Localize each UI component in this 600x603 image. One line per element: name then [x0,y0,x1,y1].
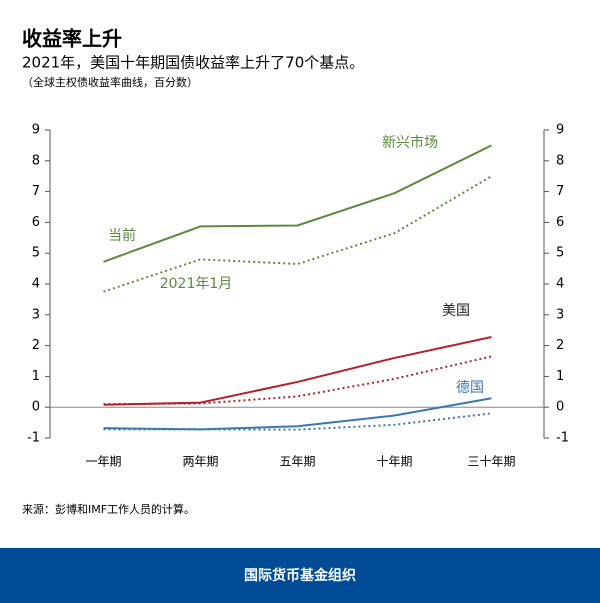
footer: 国际货币基金组织 [244,567,356,584]
y-tick-label: 5 [32,246,40,261]
chart-title: 收益率上升 [22,27,122,51]
series-line [103,335,492,406]
footer-bar [0,548,600,603]
y-tick-label: 7 [32,184,40,199]
series-line [103,355,492,406]
y-tick-label: 4 [32,277,40,292]
series-label: 美国 [442,303,470,319]
series-line [103,144,492,263]
y2-tick-label: 4 [556,277,564,292]
y-tick-label: -1 [27,431,40,446]
x-tick-label: 五年期 [279,455,315,469]
style-label: 当前 [108,227,136,244]
x-tick-label: 两年期 [182,455,218,469]
series-label: 新兴市场 [382,134,438,151]
y2-tick-label: 7 [556,184,564,199]
y2-tick-label: 8 [556,153,564,168]
y-tick-label: 3 [32,307,40,322]
series-line [103,175,493,293]
source: 来源：彭博和IMF工作人员的计算。 [22,502,195,516]
x-tick-label: 一年期 [85,455,121,469]
series-line [103,397,492,431]
y-tick-label: 2 [32,338,40,353]
y2-tick-label: 0 [556,400,564,415]
y-tick-label: 0 [32,400,40,415]
y2-tick-label: -1 [556,431,569,446]
y2-tick-label: 2 [556,338,564,353]
series-label: 德国 [456,380,484,396]
y-tick-label: 6 [32,215,40,230]
y-tick-label: 9 [32,123,40,138]
x-tick-label: 三十年期 [467,455,515,469]
y-tick-label: 8 [32,153,40,168]
y2-tick-label: 6 [556,215,564,230]
x-tick-label: 十年期 [376,455,412,469]
chart-note: （全球主权债收益率曲线，百分数） [22,75,198,89]
y2-tick-label: 3 [556,307,564,322]
chart-subtitle: 2021年，美国十年期国债收益率上升了70个基点。 [22,54,364,72]
y2-tick-label: 9 [556,123,564,138]
style-label: 2021年1月 [160,276,233,292]
y2-tick-label: 5 [556,246,564,261]
y2-tick-label: 1 [556,369,564,384]
y-tick-label: 1 [32,369,40,384]
